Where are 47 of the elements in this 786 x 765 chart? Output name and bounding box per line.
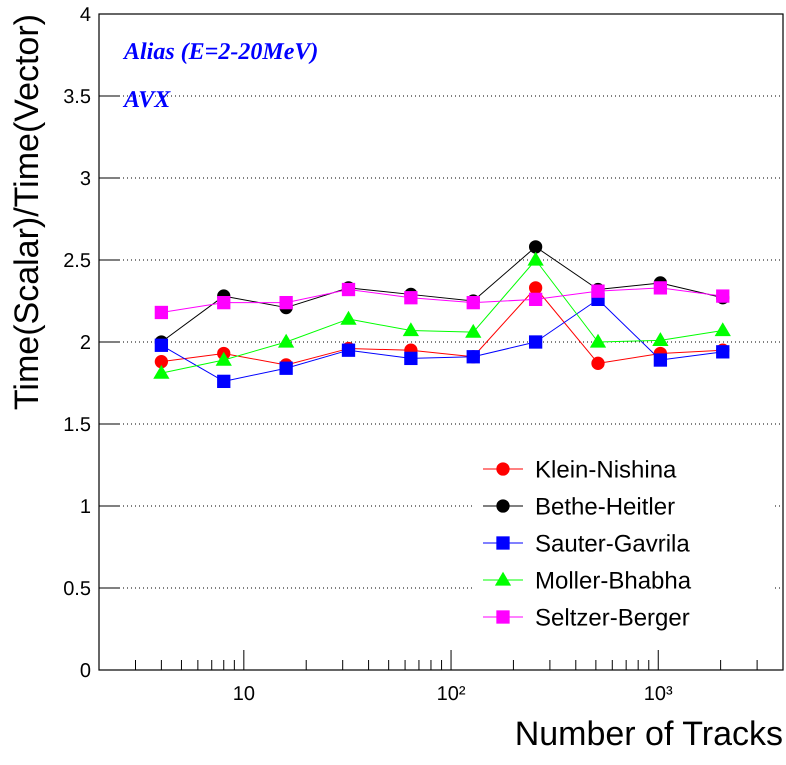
legend-label: Bethe-Heitler (535, 493, 676, 520)
annotation: Alias (E=2-20MeV) (122, 39, 318, 65)
y-tick-label: 1 (80, 496, 91, 518)
point (340, 311, 356, 325)
point (154, 355, 168, 368)
legend-label: Moller-Bhabha (535, 567, 692, 594)
point (279, 296, 293, 310)
point (404, 352, 418, 366)
point (528, 292, 542, 306)
y-tick-label: 2 (80, 332, 91, 354)
annotation: AVX (122, 87, 172, 113)
legend-label: Sauter-Gavrila (535, 530, 690, 558)
point (217, 296, 230, 310)
x-axis-title: Number of Tracks (514, 715, 783, 753)
point (278, 334, 294, 348)
point (715, 322, 730, 336)
legend-label: Seltzer-Berger (535, 604, 690, 632)
x-tick-label: 10 (232, 683, 255, 705)
y-tick-label: 0.5 (63, 578, 91, 600)
point (528, 252, 544, 266)
point (590, 334, 606, 348)
point (528, 335, 542, 349)
point (654, 353, 668, 367)
point (403, 322, 419, 336)
point (404, 291, 418, 304)
y-tick-label: 3.5 (63, 86, 91, 108)
point (217, 374, 230, 388)
point (216, 352, 232, 366)
point (466, 324, 481, 338)
point (591, 356, 605, 370)
legend-label: Klein-Nishina (535, 456, 678, 484)
point (154, 366, 170, 379)
point (528, 281, 542, 295)
y-tick-label: 2.5 (63, 250, 91, 272)
x-tick-label: 10³ (644, 683, 674, 705)
y-tick-label: 0 (80, 660, 91, 682)
point (154, 306, 168, 320)
y-axis-title: Time(Scalar)/Time(Vector) (8, 14, 46, 410)
point (528, 240, 542, 254)
point (654, 281, 668, 295)
point (652, 332, 668, 346)
x-tick-label: 10² (436, 683, 466, 705)
y-tick-label: 3 (80, 168, 91, 190)
y-tick-label: 1.5 (63, 414, 91, 436)
point (154, 338, 168, 352)
y-tick-label: 4 (80, 4, 91, 26)
point (279, 362, 293, 375)
